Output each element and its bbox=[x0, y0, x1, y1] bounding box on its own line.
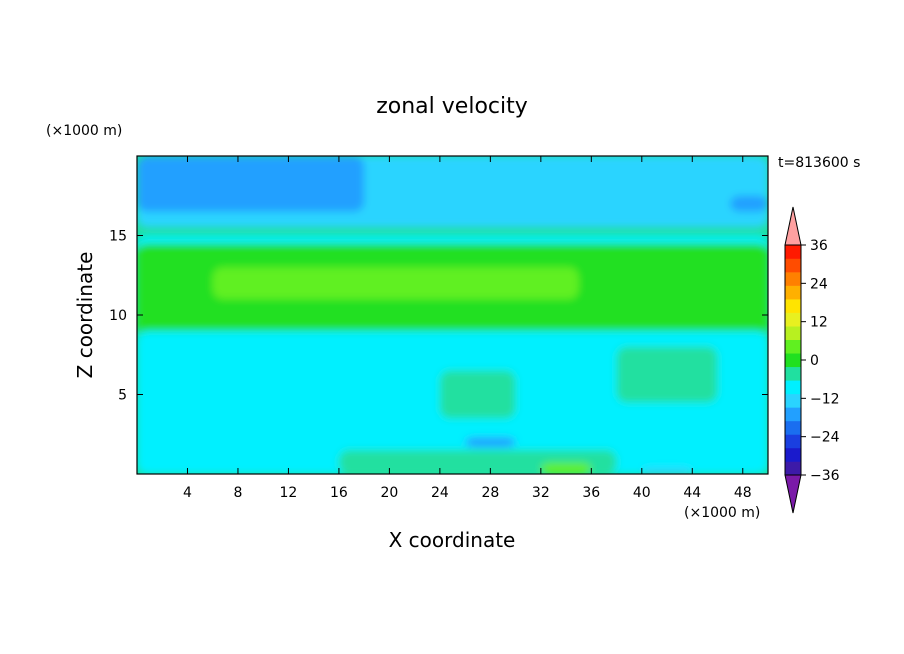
x-tick-label: 12 bbox=[280, 485, 298, 501]
x-tick-label: 4 bbox=[183, 485, 192, 501]
colorbar-extend-min bbox=[784, 474, 802, 514]
colorbar: 36 24 12 0 −12 −24 −36 bbox=[784, 206, 840, 514]
y-axis-ticks: 5 10 15 bbox=[109, 229, 768, 404]
colorbar-band bbox=[785, 312, 801, 327]
x-tick-label: 16 bbox=[330, 485, 348, 501]
field-region bbox=[616, 346, 718, 403]
time-label: t=813600 s bbox=[778, 155, 860, 171]
x-tick-label: 44 bbox=[683, 485, 701, 501]
x-tick-label: 36 bbox=[582, 485, 600, 501]
x-tick-label: 24 bbox=[431, 485, 449, 501]
x-tick-label: 28 bbox=[481, 485, 499, 501]
chart-title: zonal velocity bbox=[376, 94, 528, 119]
colorbar-band bbox=[785, 407, 801, 422]
colorbar-band bbox=[785, 461, 801, 476]
colorbar-tick-label: −36 bbox=[810, 468, 840, 484]
field-region bbox=[730, 195, 768, 212]
field-region bbox=[212, 267, 579, 300]
field-region bbox=[540, 462, 592, 474]
colorbar-band bbox=[785, 380, 801, 395]
y-axis-label: Z coordinate bbox=[73, 252, 97, 379]
x-unit-label: (×1000 m) bbox=[684, 505, 760, 521]
colorbar-band bbox=[785, 447, 801, 462]
colorbar-tick-label: 36 bbox=[810, 238, 828, 254]
x-tick-label: 20 bbox=[380, 485, 398, 501]
colorbar-band bbox=[785, 366, 801, 381]
y-tick-label: 5 bbox=[118, 388, 127, 404]
y-tick-label: 10 bbox=[109, 308, 127, 324]
field-region bbox=[465, 437, 516, 447]
colorbar-band bbox=[785, 272, 801, 286]
velocity-field bbox=[137, 156, 768, 474]
y-tick-label: 15 bbox=[109, 229, 127, 245]
colorbar-band bbox=[785, 326, 801, 341]
colorbar-band bbox=[785, 393, 801, 408]
field-region bbox=[439, 370, 516, 419]
colorbar-tick-label: 12 bbox=[810, 315, 828, 331]
x-axis-label: X coordinate bbox=[389, 528, 516, 552]
colorbar-band bbox=[785, 339, 801, 354]
colorbar-band bbox=[785, 420, 801, 435]
colorbar-tick-label: −24 bbox=[810, 430, 840, 446]
field-region bbox=[641, 467, 693, 474]
field-region bbox=[137, 156, 365, 212]
colorbar-band bbox=[785, 258, 801, 273]
colorbar-band bbox=[785, 434, 801, 449]
colorbar-band bbox=[785, 353, 801, 368]
x-tick-label: 32 bbox=[532, 485, 550, 501]
colorbar-band bbox=[785, 285, 801, 300]
y-unit-label: (×1000 m) bbox=[46, 123, 122, 139]
colorbar-tick-label: −12 bbox=[810, 391, 840, 407]
colorbar-extend-max bbox=[784, 206, 802, 246]
x-axis-ticks: 4 8 12 16 20 24 28 32 36 40 44 48 bbox=[183, 156, 752, 501]
plot-area bbox=[137, 156, 768, 474]
colorbar-tick-label: 24 bbox=[810, 276, 828, 292]
colorbar-tick-label: 0 bbox=[810, 353, 819, 369]
x-tick-label: 40 bbox=[633, 485, 651, 501]
x-tick-label: 8 bbox=[233, 485, 242, 501]
colorbar-band bbox=[785, 299, 801, 313]
x-tick-label: 48 bbox=[734, 485, 752, 501]
colorbar-band bbox=[785, 245, 801, 259]
